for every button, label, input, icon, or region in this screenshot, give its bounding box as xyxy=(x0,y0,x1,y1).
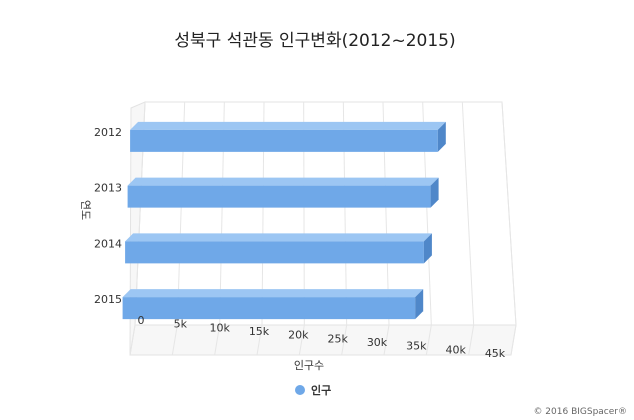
floor-gridline xyxy=(341,324,348,356)
floor-gridline xyxy=(256,324,263,356)
bar-front-face xyxy=(127,185,431,208)
bar-end-face xyxy=(415,289,424,320)
bar-top-face xyxy=(127,177,439,186)
floor-gridline xyxy=(425,324,432,356)
y-tick-label: 2014 xyxy=(94,237,122,250)
x-tick-label: 30k xyxy=(367,336,388,349)
bar xyxy=(125,233,432,264)
floor-gridline xyxy=(214,324,221,356)
y-tick-labels: 2012 2013 2014 2015 xyxy=(94,126,122,306)
bar-front-face xyxy=(130,129,438,152)
x-tick-label: 25k xyxy=(327,332,348,345)
gridline xyxy=(501,101,517,326)
x-tick-label: 40k xyxy=(445,343,466,356)
bar xyxy=(130,121,446,152)
floor-gridline xyxy=(298,324,305,356)
bar xyxy=(122,289,424,320)
x-tick-label: 15k xyxy=(249,325,270,338)
x-tick-label: 45k xyxy=(485,347,506,360)
floor-gridline xyxy=(383,324,390,356)
bar-end-face xyxy=(430,177,439,208)
x-tick-label: 0 xyxy=(138,314,145,327)
credit-text: © 2016 BIGSpacer® xyxy=(533,407,627,417)
floor-gridline xyxy=(510,324,517,356)
x-tick-label: 35k xyxy=(406,340,427,353)
legend[interactable]: 인구 xyxy=(295,383,331,397)
y-tick-label: 2015 xyxy=(94,293,122,306)
gridline xyxy=(461,101,475,326)
legend-label: 인구 xyxy=(311,383,331,397)
y-tick-label: 2012 xyxy=(94,126,122,139)
bar-top-face xyxy=(122,289,424,298)
chart-title: 성북구 석관동 인구변화(2012~2015) xyxy=(174,31,455,51)
floor-gridline xyxy=(129,324,136,356)
bar-front-face xyxy=(125,241,424,264)
bar-top-face xyxy=(130,121,446,130)
legend-marker xyxy=(295,385,305,395)
bar-end-face xyxy=(437,121,446,152)
floor-gridline xyxy=(171,324,178,356)
x-tick-label: 20k xyxy=(288,329,309,342)
x-tick-labels: 0 5k 10k 15k 20k 25k 30k 35k 40k 45k xyxy=(138,314,506,360)
y-axis-title: 연도 xyxy=(79,200,92,220)
x-tick-label: 5k xyxy=(174,318,188,331)
y-tick-label: 2013 xyxy=(94,182,122,195)
floor-gridline xyxy=(468,324,475,356)
bar-top-face xyxy=(125,233,432,242)
bar-end-face xyxy=(423,233,432,264)
bars xyxy=(122,121,446,320)
x-axis-title: 인구수 xyxy=(294,359,324,372)
bar-front-face xyxy=(122,297,416,320)
x-tick-label: 10k xyxy=(209,321,230,334)
bar xyxy=(127,177,439,208)
